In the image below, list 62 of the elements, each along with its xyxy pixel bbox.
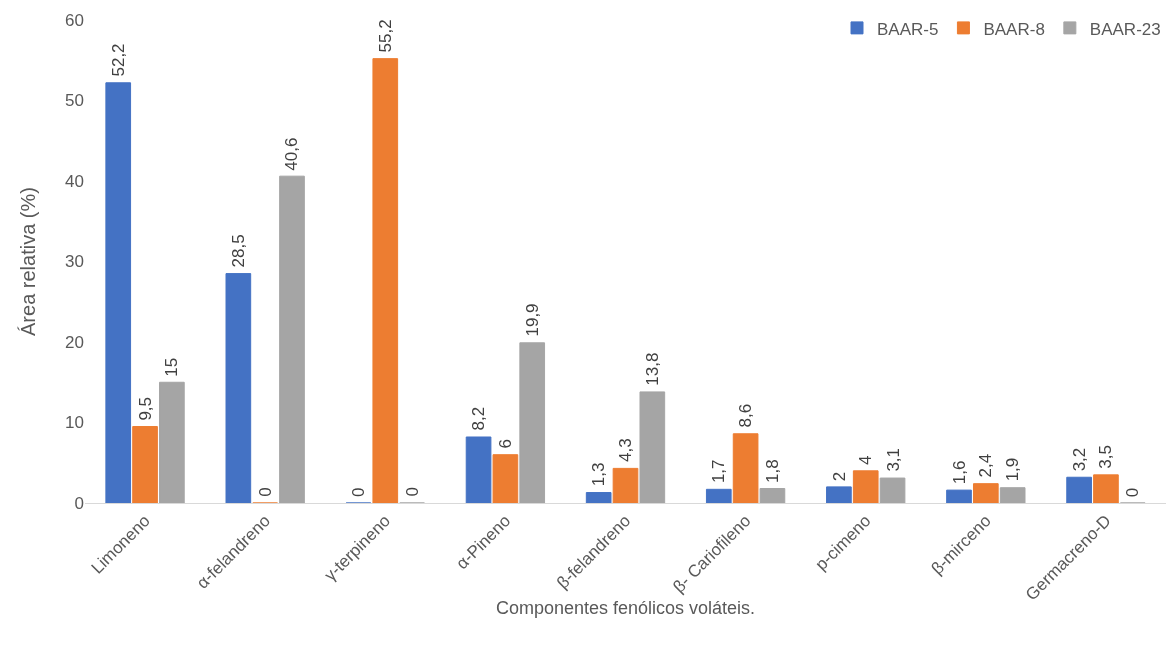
data-label: 9,5: [135, 396, 155, 421]
bar: [759, 488, 786, 503]
bar: [1066, 476, 1092, 503]
data-label: 28,5: [229, 234, 249, 268]
data-label: 52,2: [108, 43, 128, 77]
data-label: 0: [255, 487, 275, 497]
y-tick-label: 0: [74, 493, 84, 513]
bar: [705, 488, 732, 503]
y-tick-label: 30: [65, 252, 84, 272]
bar: [639, 391, 666, 503]
data-label: 8,2: [468, 406, 488, 431]
bar: [1093, 474, 1119, 503]
data-label: 0: [1123, 487, 1143, 498]
data-label: 13,8: [642, 352, 662, 386]
bar: [465, 436, 492, 503]
bar: [585, 492, 612, 503]
legend-label: BAAR-8: [983, 19, 1045, 39]
bar: [132, 426, 158, 503]
data-label: 8,6: [735, 403, 755, 428]
y-tick-label: 60: [65, 10, 84, 30]
bar: [279, 175, 305, 503]
data-label: 1,6: [949, 460, 969, 485]
data-label: 0: [402, 487, 422, 497]
bar: [852, 470, 879, 503]
bar: [879, 477, 906, 503]
y-tick-label: 10: [65, 413, 84, 433]
bar: [972, 483, 999, 503]
bar: [492, 454, 519, 503]
y-tick-label: 20: [65, 332, 84, 352]
data-label: 2,4: [976, 453, 996, 478]
bar: [372, 58, 399, 503]
data-label: 3,2: [1069, 447, 1089, 472]
bar: [946, 489, 972, 503]
data-label: 19,9: [522, 303, 542, 337]
data-label: 3,1: [883, 447, 903, 472]
data-label: 1,7: [709, 459, 729, 484]
bar: [105, 82, 132, 503]
data-label: 55,2: [376, 19, 396, 53]
data-label: 6: [496, 439, 516, 449]
data-label: 1,3: [589, 462, 609, 487]
data-label: 4,3: [616, 438, 636, 462]
bar: [999, 487, 1026, 503]
bar: [612, 467, 639, 503]
bar: [225, 273, 252, 503]
y-tick-label: 40: [65, 171, 84, 191]
data-label: 3,5: [1096, 445, 1116, 469]
bar: [519, 342, 546, 503]
data-label: 1,8: [762, 459, 782, 483]
y-tick-label: 50: [65, 91, 84, 111]
x-axis-title: Componentes fenólicos voláteis.: [495, 598, 756, 619]
data-label: 4: [856, 455, 876, 466]
bar: [159, 381, 185, 503]
bar: [732, 433, 759, 503]
data-label: 2: [829, 471, 849, 482]
data-label: 1,9: [1002, 457, 1022, 482]
data-label: 40,6: [282, 137, 302, 171]
y-axis-title: Área relativa (%): [17, 187, 39, 336]
bar: [826, 486, 852, 503]
data-label: 15: [162, 357, 182, 377]
data-label: 0: [348, 487, 368, 497]
legend-label: BAAR-23: [1089, 19, 1161, 39]
legend-label: BAAR-5: [877, 19, 939, 39]
